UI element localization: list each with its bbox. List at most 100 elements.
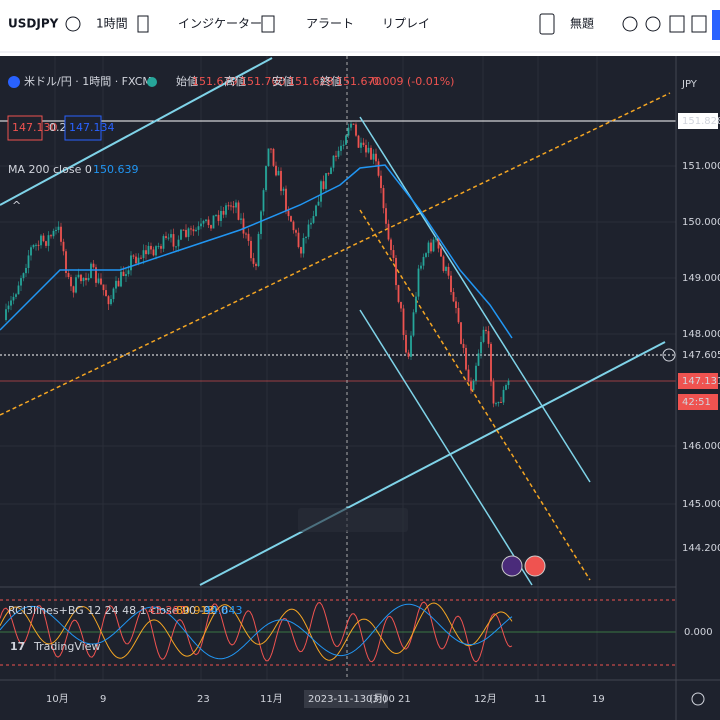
nav-buttons[interactable] [298, 508, 408, 532]
candle [240, 218, 242, 220]
layout-name[interactable]: 無題 [570, 16, 594, 31]
interval[interactable]: 1時間 [96, 17, 128, 31]
candle [15, 294, 17, 297]
layout-icon[interactable] [539, 13, 555, 35]
candle [352, 123, 355, 125]
candle [260, 211, 262, 234]
fullscreen[interactable] [669, 15, 685, 33]
candle [10, 300, 12, 306]
candle [222, 210, 225, 215]
candle [247, 233, 250, 241]
price-label: 147.605 [682, 350, 720, 361]
candle [237, 202, 240, 220]
candle [430, 242, 432, 252]
toolbar [0, 0, 720, 52]
candle [62, 241, 65, 252]
candle [300, 247, 302, 254]
candle [282, 188, 285, 191]
candle [277, 170, 280, 176]
indicator-label: RCI3lines+BG 12 24 48 1 close 90 -90 0 [8, 604, 228, 617]
candle [490, 343, 492, 382]
publish[interactable] [712, 10, 720, 40]
candle [150, 245, 152, 250]
ohlc-close-label: 終値 [320, 74, 342, 88]
candle [397, 285, 400, 302]
candles [5, 121, 510, 408]
orange-line [359, 209, 591, 581]
candle [355, 124, 357, 136]
chart-type[interactable] [137, 15, 149, 33]
symbol[interactable]: USDJPY [8, 17, 59, 31]
bid[interactable]: 147.130 [12, 121, 58, 134]
channel-line [199, 341, 666, 586]
candle [147, 245, 150, 255]
candle [347, 127, 350, 136]
candle [37, 244, 40, 246]
candle [155, 246, 157, 256]
candle [252, 258, 255, 264]
time-label: 23 [197, 694, 210, 705]
search[interactable] [622, 16, 638, 32]
axis-settings[interactable] [691, 692, 705, 706]
candle [145, 250, 147, 255]
candle [195, 229, 197, 232]
currency[interactable]: JPY [681, 79, 698, 90]
candle [350, 123, 352, 128]
candle [67, 273, 70, 278]
candle [127, 270, 130, 275]
candle [55, 229, 57, 231]
ask-box[interactable] [64, 115, 102, 141]
price-label: 151.000 [682, 161, 720, 172]
indicator-value: 80.913 [176, 604, 215, 617]
candle [447, 266, 450, 276]
templates[interactable] [261, 15, 275, 33]
alert[interactable]: アラート [306, 17, 354, 31]
ma-label: MA 200 close 0 [8, 163, 92, 176]
settings[interactable] [645, 16, 661, 32]
price-label: 146.000 [682, 441, 720, 452]
candle [427, 242, 430, 254]
price-label: 148.000 [682, 329, 720, 340]
candle [470, 381, 472, 391]
candle [442, 256, 445, 271]
replay[interactable]: リプレイ [382, 17, 430, 31]
candle [435, 237, 437, 240]
candle [140, 257, 142, 259]
candle [505, 385, 507, 390]
ask[interactable]: 147.134 [69, 121, 115, 134]
collapse[interactable]: ^ [12, 199, 21, 212]
bid-box[interactable] [7, 115, 43, 141]
candle [40, 235, 42, 246]
channel-line [359, 309, 533, 586]
time-label: 12月 [474, 693, 497, 705]
snapshot[interactable] [691, 15, 707, 33]
indicators[interactable]: インジケーター [178, 17, 262, 31]
candle [377, 161, 380, 176]
candle [47, 235, 50, 246]
candle [272, 148, 275, 166]
candle [160, 246, 162, 249]
candle [32, 244, 35, 248]
candle [450, 275, 452, 293]
candle [362, 142, 365, 146]
candle [245, 233, 247, 235]
indicator-line [0, 601, 513, 663]
add-symbol[interactable] [65, 16, 81, 32]
candle [230, 205, 232, 207]
candle [345, 135, 347, 145]
candle [305, 236, 307, 239]
candle [320, 181, 322, 202]
event-icon[interactable] [524, 555, 546, 577]
candle [97, 278, 100, 283]
time-label: 9 [100, 694, 106, 705]
candle [5, 309, 7, 320]
candle [202, 220, 205, 224]
logo-mark: 17 [10, 640, 25, 653]
candle [270, 148, 272, 150]
price-label: 149.000 [682, 273, 720, 284]
candle [232, 206, 235, 208]
candle [457, 307, 460, 323]
candle [380, 175, 382, 189]
event-icon[interactable] [501, 555, 523, 577]
add-button[interactable] [662, 348, 676, 362]
